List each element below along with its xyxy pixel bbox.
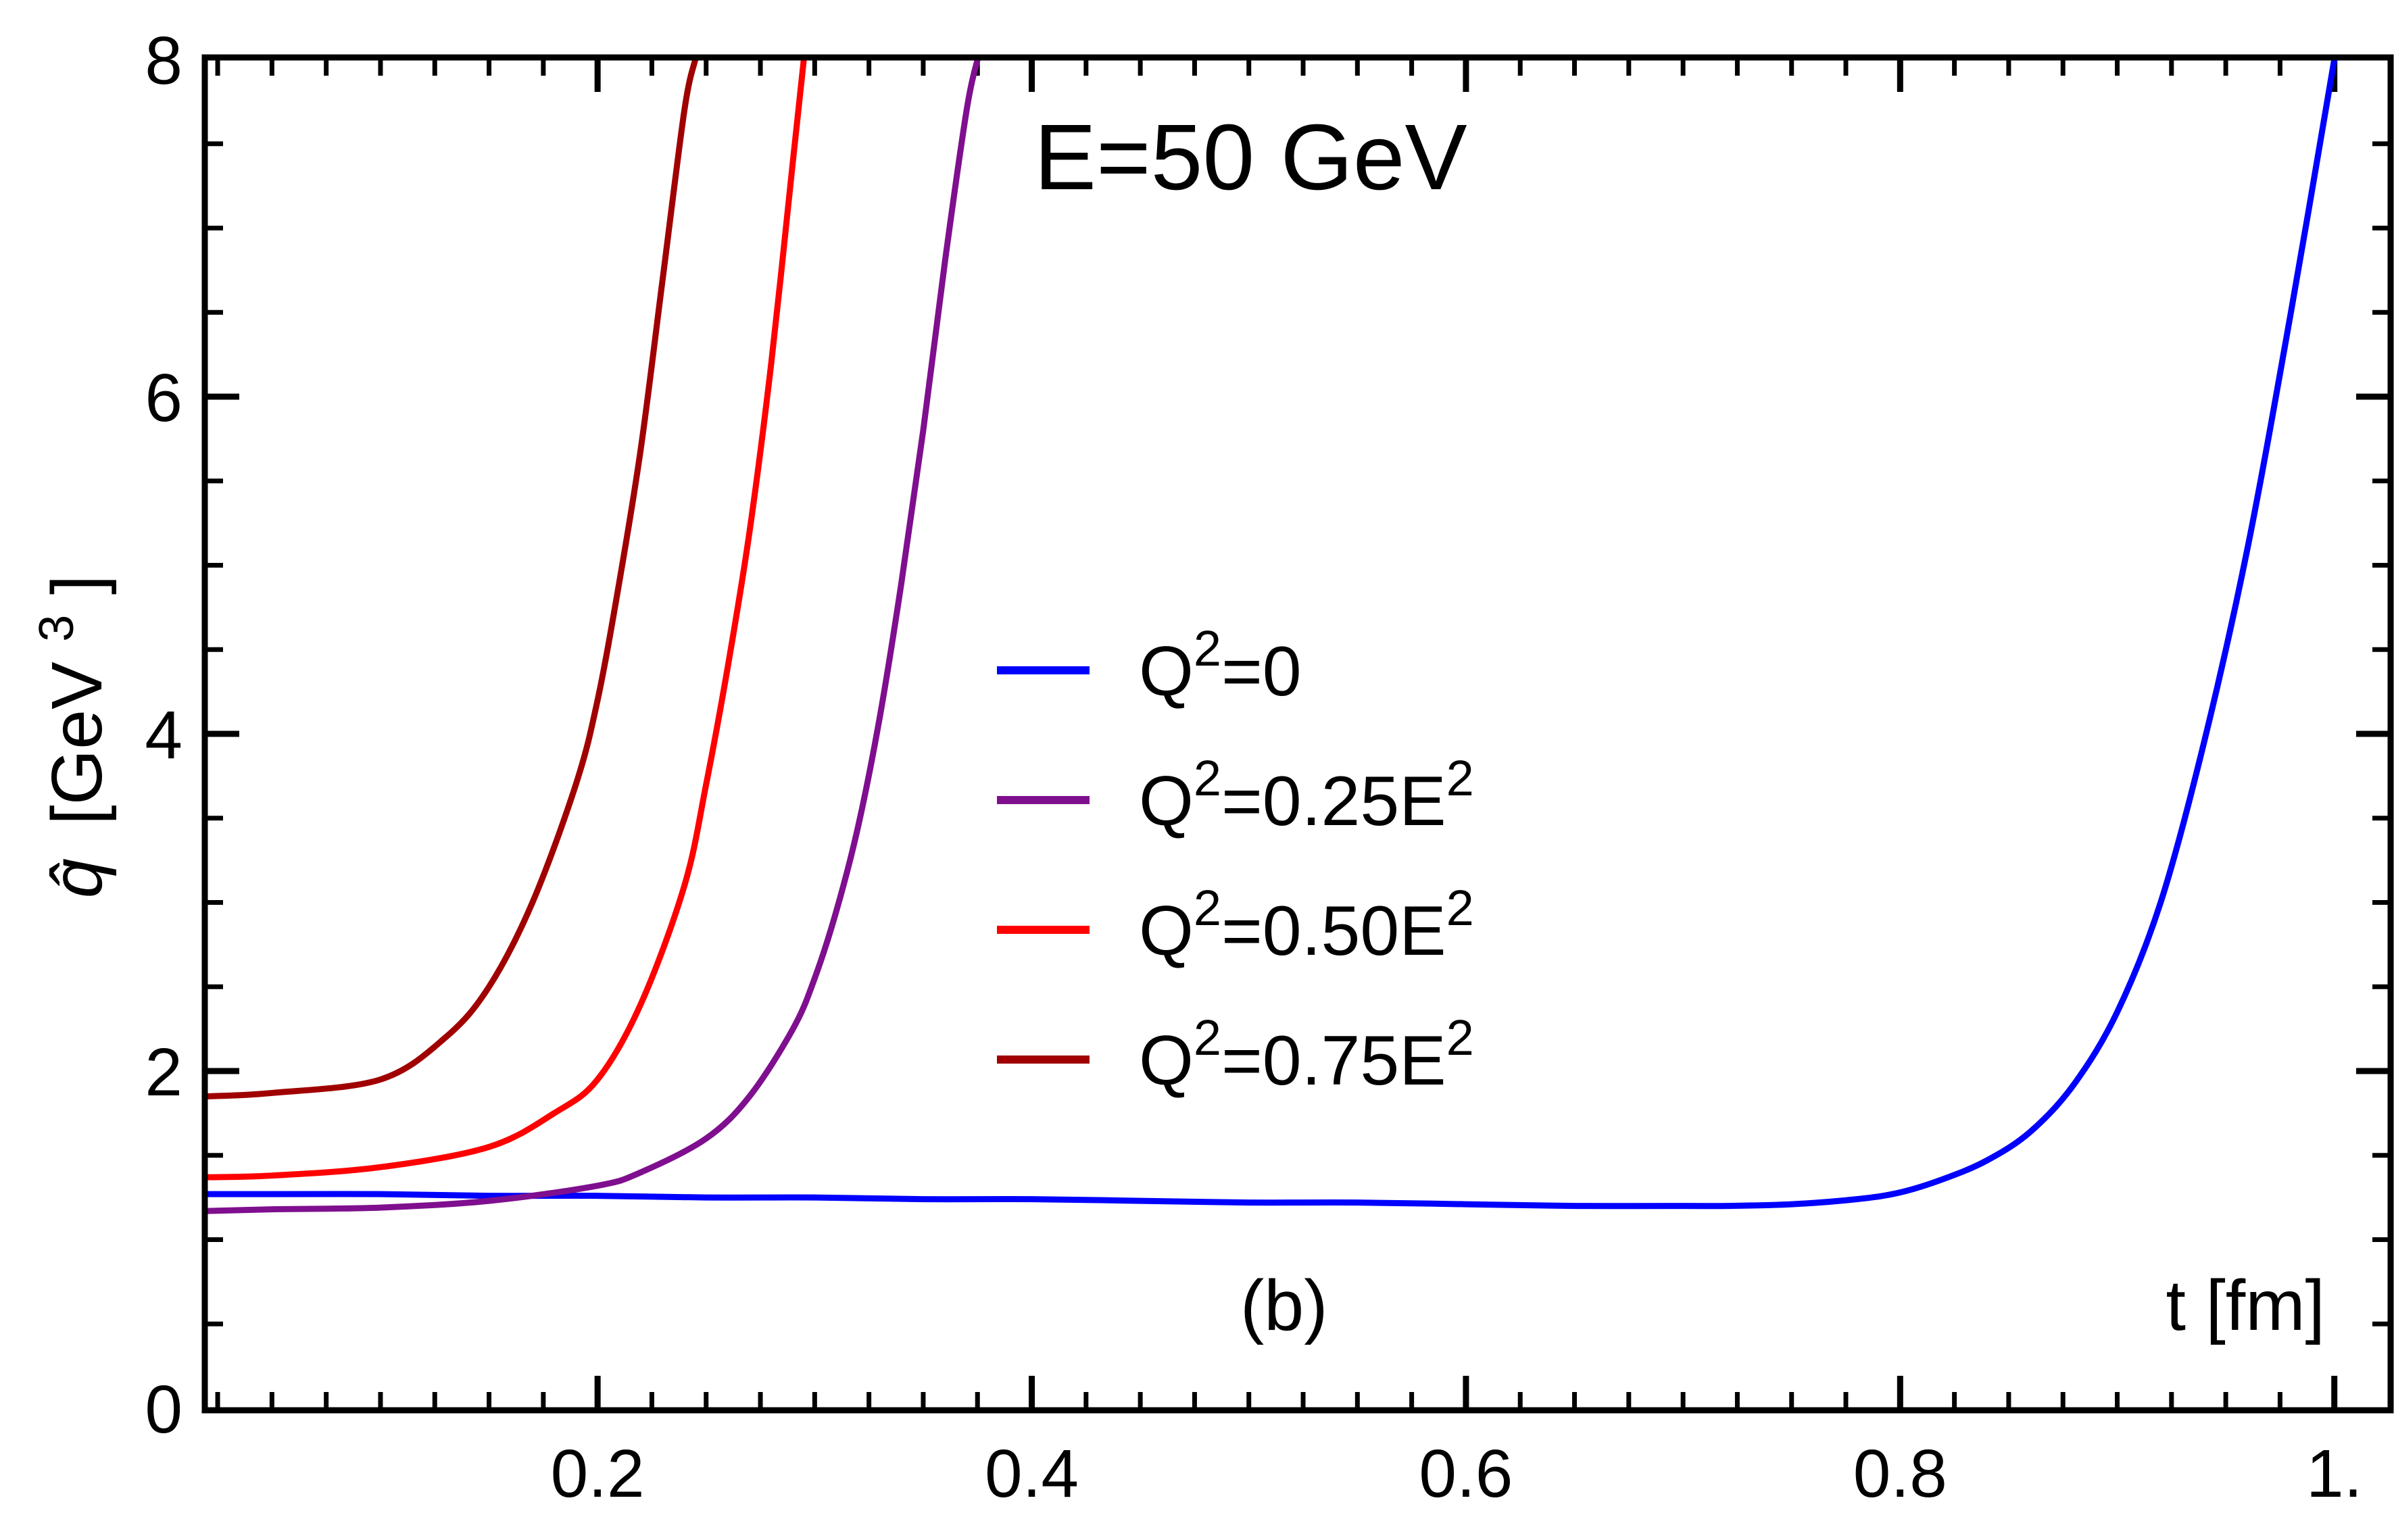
y-tick-label: 2 [145,1035,182,1110]
y-axis-label: q̂ [GeV 3 ] [9,575,117,898]
plot-frame [201,54,2394,1414]
series-line-4 [207,59,699,1099]
y-tick-label: 6 [145,360,182,436]
legend-label-3: Q2=0.50E2 [1139,880,1474,970]
y-axis-unit-close: ] [37,575,117,595]
data-series [207,59,2338,1214]
x-tick-label: 1. [2306,1436,2362,1512]
y-axis-symbol: q̂ [37,858,117,898]
x-tick-label: 0.4 [985,1436,1079,1512]
y-axis-unit-open: [GeV [37,662,117,825]
series-line-2 [207,59,981,1214]
tick-labels: 0.2 0.4 0.6 0.8 1. 0 2 4 6 8 [145,23,2362,1512]
panel-label: (b) [1240,1266,1328,1345]
x-axis-label: t [fm] [2166,1266,2325,1345]
legend-label-4: Q2=0.75E2 [1139,1010,1474,1100]
y-tick-label: 8 [145,23,182,99]
legend-label-1: Q2=0 [1139,620,1302,711]
x-tick-label: 0.8 [1853,1436,1947,1512]
y-axis-unit-exp: 3 [30,615,84,642]
y-tick-label: 0 [145,1372,182,1447]
axis-ticks [207,59,2389,1408]
svg-text:q̂ [GeV 3 ]: q̂ [GeV 3 ] [9,575,117,898]
series-line-1 [207,59,2338,1210]
legend: Q2=0 Q2=0.25E2 Q2=0.50E2 Q2=0.75E2 [997,620,1474,1100]
x-tick-label: 0.6 [1419,1436,1513,1512]
y-tick-label: 4 [145,697,182,773]
series-line-3 [207,59,807,1181]
chart-title: E=50 GeV [1034,105,1467,209]
x-tick-label: 0.2 [551,1436,645,1512]
legend-label-2: Q2=0.25E2 [1139,750,1474,841]
